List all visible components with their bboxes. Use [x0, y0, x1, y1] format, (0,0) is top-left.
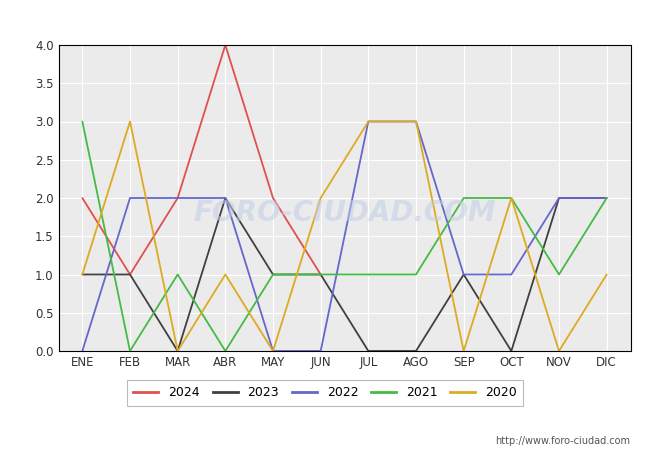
2023 [222, 195, 229, 201]
Legend: 2024, 2023, 2022, 2021, 2020: 2024, 2023, 2022, 2021, 2020 [127, 380, 523, 405]
2021 [79, 119, 86, 124]
2023 [555, 195, 563, 201]
Text: http://www.foro-ciudad.com: http://www.foro-ciudad.com [495, 436, 630, 446]
2021 [222, 348, 229, 354]
2022 [460, 272, 467, 277]
2020 [317, 195, 324, 201]
2022 [555, 195, 563, 201]
2022 [603, 195, 610, 201]
2022 [79, 348, 86, 354]
2021 [365, 272, 372, 277]
2024 [269, 195, 277, 201]
2023 [365, 348, 372, 354]
2022 [412, 119, 420, 124]
2024 [174, 195, 181, 201]
2020 [460, 348, 467, 354]
2023 [174, 348, 181, 354]
2023 [508, 348, 515, 354]
2021 [603, 195, 610, 201]
2023 [317, 272, 324, 277]
2021 [508, 195, 515, 201]
2021 [174, 272, 181, 277]
2020 [126, 119, 134, 124]
2022 [126, 195, 134, 201]
2020 [555, 348, 563, 354]
2021 [555, 272, 563, 277]
Line: 2024: 2024 [83, 45, 320, 274]
2022 [222, 195, 229, 201]
2020 [508, 195, 515, 201]
Text: Matriculaciones de Vehiculos en Planes: Matriculaciones de Vehiculos en Planes [148, 12, 502, 31]
2020 [79, 272, 86, 277]
2020 [412, 119, 420, 124]
2022 [508, 272, 515, 277]
2022 [269, 348, 277, 354]
2023 [269, 272, 277, 277]
2021 [412, 272, 420, 277]
Line: 2020: 2020 [83, 122, 606, 351]
2022 [317, 348, 324, 354]
2023 [412, 348, 420, 354]
2020 [174, 348, 181, 354]
2021 [317, 272, 324, 277]
Line: 2022: 2022 [83, 122, 606, 351]
2023 [460, 272, 467, 277]
2020 [222, 272, 229, 277]
2024 [79, 195, 86, 201]
2020 [603, 272, 610, 277]
2020 [269, 348, 277, 354]
2023 [126, 272, 134, 277]
2021 [460, 195, 467, 201]
2021 [126, 348, 134, 354]
2024 [126, 272, 134, 277]
2024 [317, 272, 324, 277]
2020 [365, 119, 372, 124]
2022 [174, 195, 181, 201]
2023 [79, 272, 86, 277]
Line: 2023: 2023 [83, 198, 606, 351]
2022 [365, 119, 372, 124]
2021 [269, 272, 277, 277]
Text: FORO-CIUDAD.COM: FORO-CIUDAD.COM [193, 199, 496, 227]
2024 [222, 42, 229, 48]
2023 [603, 195, 610, 201]
Line: 2021: 2021 [83, 122, 606, 351]
